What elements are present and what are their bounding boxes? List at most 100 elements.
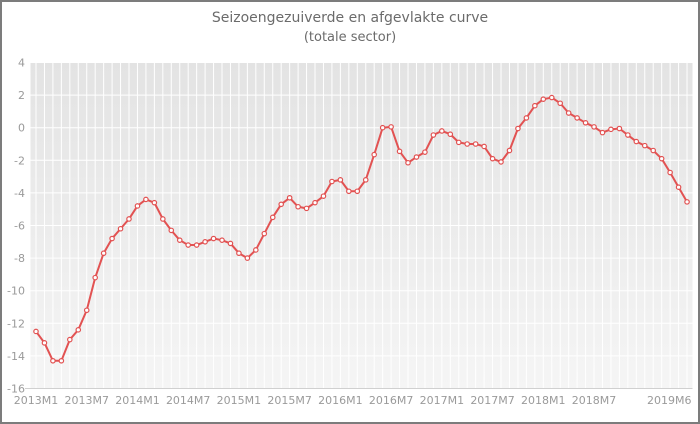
data-point-marker (532, 102, 538, 109)
data-point-marker (506, 147, 513, 154)
data-point-marker (303, 205, 310, 212)
x-axis-tick-label: 2016M7 (369, 394, 413, 407)
data-point-marker (185, 242, 191, 248)
data-point-marker (253, 247, 259, 253)
y-axis-tick-label: 0 (18, 122, 25, 135)
data-point-marker (219, 237, 225, 243)
data-point-marker (616, 125, 623, 132)
data-point-marker (658, 155, 665, 162)
x-axis-tick-label: 2013M7 (64, 394, 108, 407)
data-point-marker (667, 169, 673, 176)
y-axis-tick-label: 4 (18, 57, 25, 70)
data-point-marker (126, 216, 132, 222)
x-axis-tick-label: 2017M7 (470, 394, 514, 407)
data-point-marker (236, 250, 242, 257)
data-point-marker (50, 357, 56, 364)
chart-subtitle: (totale sector) (303, 30, 397, 45)
data-point-marker (286, 194, 293, 201)
data-point-marker (210, 235, 217, 242)
data-point-marker (515, 125, 521, 132)
y-axis-tick-label: 2 (18, 89, 25, 102)
data-point-marker (574, 115, 580, 121)
x-axis-tick-label: 2019M6 (647, 394, 691, 407)
data-point-marker (244, 255, 251, 261)
y-axis-tick-label: -8 (14, 252, 25, 265)
data-point-marker (447, 131, 454, 138)
data-point-marker (193, 242, 200, 248)
data-point-marker (134, 203, 141, 209)
data-point-marker (557, 100, 564, 107)
data-point-marker (354, 188, 361, 195)
data-point-marker (371, 151, 378, 158)
data-point-marker (92, 274, 98, 281)
data-point-marker (143, 196, 149, 203)
data-point-marker (599, 129, 606, 136)
data-point-marker (312, 199, 318, 206)
x-axis-tick-label: 2017M1 (420, 394, 464, 407)
data-point-marker (625, 132, 631, 138)
data-point-marker (565, 110, 572, 116)
data-point-marker (464, 141, 471, 147)
data-point-marker (540, 96, 547, 102)
data-point-marker (608, 126, 614, 133)
data-point-marker (396, 148, 403, 155)
x-axis-tick-label: 2018M1 (521, 394, 565, 407)
data-point-marker (168, 227, 175, 234)
data-point-marker (117, 225, 124, 232)
data-point-marker (41, 340, 48, 346)
y-axis-tick-label: -16 (7, 383, 25, 396)
data-point-marker (591, 124, 597, 130)
y-axis-tick-label: -6 (14, 220, 25, 233)
data-point-marker (422, 149, 428, 155)
y-axis-tick-label: -2 (14, 154, 25, 167)
data-point-marker (633, 138, 640, 145)
data-point-marker (582, 120, 589, 126)
x-axis-tick-label: 2018M7 (572, 394, 616, 407)
data-point-marker (675, 184, 682, 190)
data-point-marker (109, 235, 115, 242)
data-point-marker (650, 147, 657, 154)
x-axis-tick-label: 2014M1 (115, 394, 159, 407)
data-point-marker (33, 328, 39, 335)
data-point-marker (405, 159, 411, 166)
data-point-marker (523, 115, 530, 121)
data-point-marker (83, 307, 90, 314)
data-point-marker (67, 336, 73, 343)
data-point-marker (75, 327, 82, 333)
data-point-marker (430, 132, 437, 138)
x-axis-tick-label: 2013M1 (14, 394, 58, 407)
y-axis-tick-label: -4 (14, 187, 25, 200)
data-point-marker (548, 94, 555, 101)
data-point-marker (439, 128, 445, 134)
x-axis-tick-label: 2015M1 (217, 394, 261, 407)
data-point-marker (362, 177, 369, 183)
data-point-marker (58, 357, 65, 364)
y-axis-tick-label: -12 (7, 317, 25, 330)
y-axis-tick-label: -10 (7, 285, 25, 298)
data-point-marker (498, 159, 504, 165)
data-point-marker (295, 203, 301, 210)
data-point-marker (481, 143, 487, 150)
y-axis-tick-label: -14 (7, 350, 25, 363)
data-point-marker (269, 214, 276, 221)
x-axis-tick-label: 2014M7 (166, 394, 210, 407)
data-point-marker (472, 141, 479, 147)
x-axis-tick-label: 2016M1 (318, 394, 362, 407)
data-point-marker (176, 237, 183, 243)
data-point-marker (337, 177, 344, 183)
data-point-marker (278, 201, 284, 208)
data-point-marker (489, 155, 496, 162)
data-point-marker (320, 193, 327, 199)
data-point-marker (413, 154, 420, 160)
data-point-marker (329, 178, 335, 185)
data-point-marker (455, 139, 462, 146)
data-point-marker (346, 188, 352, 195)
data-point-marker (641, 142, 648, 149)
data-point-marker (227, 240, 234, 247)
data-point-marker (202, 239, 208, 245)
data-point-marker (151, 199, 158, 206)
data-point-marker (100, 250, 107, 257)
data-point-marker (684, 199, 690, 205)
